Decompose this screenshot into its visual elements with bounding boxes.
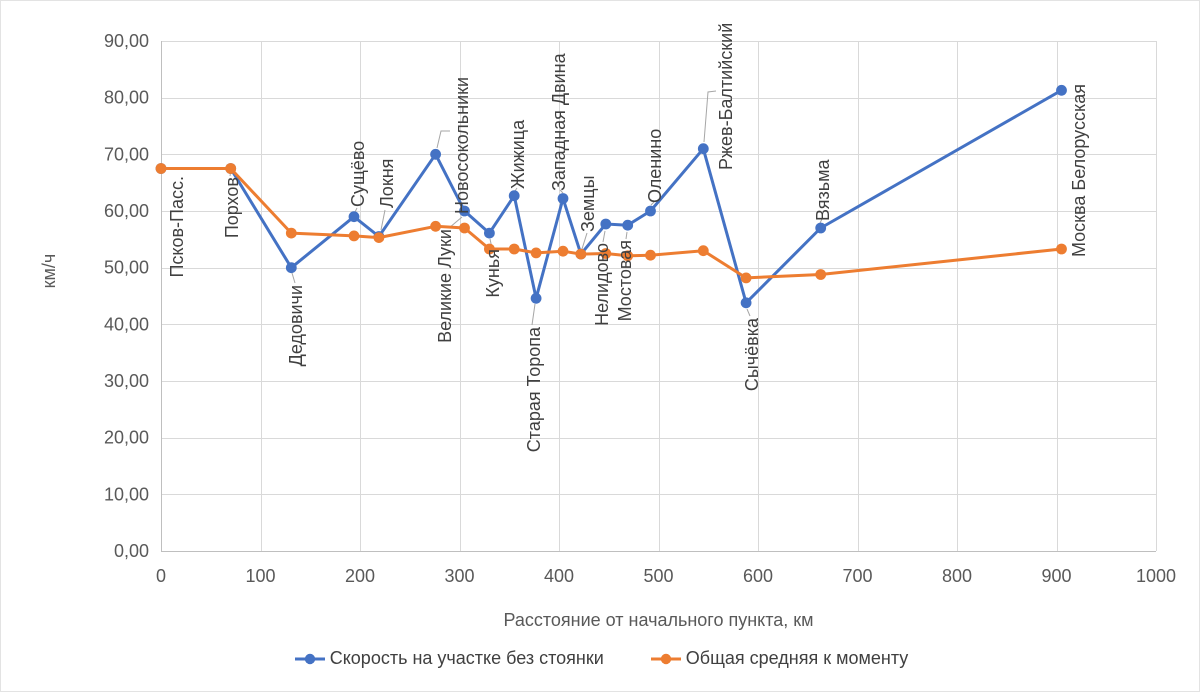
station-label: Москва Белорусская [1069, 84, 1089, 257]
y-tick-label: 20,00 [104, 428, 149, 448]
station-label: Сущёво [348, 141, 368, 207]
legend-item-running-average[interactable]: Общая средняя к моменту [650, 648, 908, 669]
legend-item-segment-speed[interactable]: Скорость на участке без стоянки [294, 648, 604, 669]
x-tick-label: 200 [345, 566, 375, 586]
label-leader-line [625, 231, 628, 240]
legend-label-running-average: Общая средняя к моменту [685, 648, 909, 668]
y-tick-label: 10,00 [104, 484, 149, 504]
station-label: Оленино [645, 129, 665, 203]
data-point-marker-1 [600, 248, 612, 259]
station-label: Сычёвка [742, 317, 762, 391]
data-point-marker-1 [430, 220, 441, 232]
data-point-marker-1 [1056, 243, 1067, 255]
legend-marker-running-average-icon [650, 653, 681, 664]
y-axis-title: км/ч [39, 253, 59, 289]
label-leader-line [819, 218, 823, 224]
y-tick-label: 80,00 [104, 88, 149, 108]
data-point-marker-0 [459, 205, 470, 217]
data-point-marker-1 [815, 269, 827, 280]
x-tick-label: 0 [156, 566, 166, 586]
station-label: Вязьма [813, 158, 833, 221]
x-tick-label: 500 [643, 566, 673, 586]
station-label: Ржев-Балтийский [716, 23, 736, 170]
data-point-marker-1 [622, 250, 634, 262]
x-tick-label: 300 [444, 566, 474, 586]
label-leader-line [559, 189, 564, 194]
x-axis-title: Расстояние от начального пункта, км [503, 610, 814, 630]
y-tick-label: 30,00 [104, 371, 149, 391]
label-leader-line [380, 209, 386, 231]
x-tick-label: 800 [942, 566, 972, 586]
data-point-marker-0 [1056, 84, 1067, 96]
data-point-marker-1 [155, 163, 167, 174]
data-point-marker-0 [285, 262, 297, 274]
station-label: Локня [377, 159, 397, 208]
station-label: Старая Торопа [524, 326, 544, 452]
x-tick-label: 1000 [1136, 566, 1176, 586]
label-leader-line [436, 130, 450, 149]
label-leader-line [581, 232, 588, 250]
data-point-marker-0 [557, 193, 569, 204]
data-point-marker-0 [530, 292, 542, 304]
data-point-marker-1 [557, 245, 569, 257]
data-point-marker-1 [575, 248, 587, 260]
data-point-marker-1 [740, 272, 752, 284]
station-label: Земцы [578, 175, 598, 232]
data-point-marker-0 [430, 148, 441, 160]
data-point-marker-1 [484, 243, 495, 255]
x-tick-label: 600 [743, 566, 773, 586]
data-point-marker-0 [622, 219, 634, 231]
y-tick-label: 50,00 [104, 258, 149, 278]
station-label: Кунья [483, 249, 503, 298]
label-leader-line [650, 201, 655, 206]
label-leader-line [703, 90, 717, 143]
station-label: Псков-Пасс. [167, 176, 187, 278]
y-tick-label: 40,00 [104, 314, 149, 334]
y-tick-label: 90,00 [104, 31, 149, 51]
data-point-marker-1 [373, 232, 385, 244]
data-point-marker-0 [600, 218, 612, 230]
station-label: Мостовая [615, 240, 635, 321]
label-leader-line [354, 207, 358, 213]
data-point-marker-1 [530, 247, 542, 259]
data-point-marker-0 [815, 222, 827, 234]
legend-marker-segment-speed-icon [294, 653, 325, 664]
station-label: Жижица [508, 119, 528, 189]
data-point-marker-1 [285, 227, 297, 239]
label-leader-line [746, 308, 751, 317]
x-tick-label: 100 [245, 566, 275, 586]
station-label: Порхов [222, 177, 242, 238]
legend: Скорость на участке без стоянки Общая ср… [1, 648, 1199, 669]
data-point-marker-0 [348, 211, 360, 223]
data-point-marker-1 [348, 230, 360, 242]
station-label: Новосокольники [452, 77, 472, 214]
x-tick-label: 400 [544, 566, 574, 586]
station-label: Дедовичи [286, 285, 306, 366]
station-label: Великие Луки [435, 229, 455, 343]
station-label: Западная Двина [549, 52, 569, 191]
station-label: Нелидово [592, 243, 612, 326]
data-point-marker-1 [459, 222, 470, 234]
x-tick-label: 900 [1041, 566, 1071, 586]
x-tick-label: 700 [842, 566, 872, 586]
data-point-marker-1 [645, 249, 656, 261]
legend-label-segment-speed: Скорость на участке без стоянки [329, 648, 604, 668]
data-point-marker-0 [740, 297, 752, 309]
data-point-marker-0 [508, 190, 520, 202]
data-point-marker-1 [225, 163, 237, 174]
data-point-marker-1 [508, 243, 520, 255]
y-tick-label: 60,00 [104, 201, 149, 221]
data-point-marker-0 [484, 227, 495, 239]
label-leader-line [602, 230, 606, 243]
data-point-marker-0 [697, 143, 709, 155]
y-tick-label: 70,00 [104, 144, 149, 164]
data-point-marker-0 [645, 205, 656, 217]
data-point-marker-1 [697, 245, 709, 257]
label-leader-line [291, 272, 296, 284]
label-leader-line [531, 303, 536, 326]
y-tick-label: 0,00 [114, 541, 149, 561]
